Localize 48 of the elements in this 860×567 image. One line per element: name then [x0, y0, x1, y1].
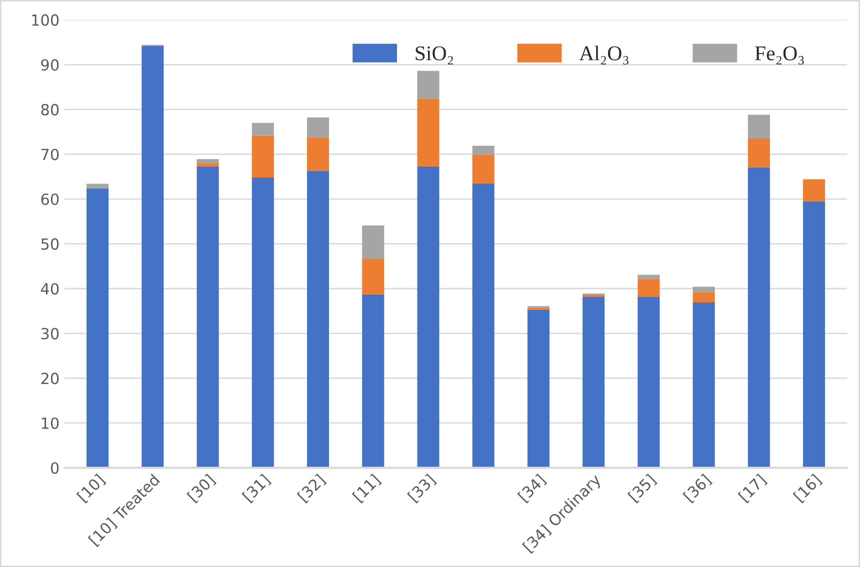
- bar: [582, 296, 605, 468]
- bar: [527, 310, 550, 468]
- bar: [803, 201, 826, 468]
- bar: [638, 278, 660, 297]
- y-tick-label: 80: [41, 104, 59, 116]
- y-tick-label: 30: [41, 328, 59, 340]
- bar: [748, 167, 770, 468]
- bar: [803, 179, 826, 202]
- bar: [362, 259, 384, 294]
- bar: [196, 159, 219, 164]
- bar: [362, 294, 384, 468]
- y-tick-label: 20: [41, 372, 59, 384]
- bar: [362, 225, 384, 260]
- bar: [692, 302, 715, 468]
- bar: [417, 98, 440, 166]
- y-tick-label: 100: [32, 14, 59, 26]
- y-tick-label: 50: [41, 238, 59, 250]
- bar: [86, 184, 109, 188]
- bar: [142, 46, 164, 468]
- bar: [748, 114, 770, 139]
- bar: [196, 163, 219, 166]
- y-tick-label: 0: [50, 462, 59, 474]
- bar: [417, 70, 440, 99]
- legend-label: Fe₂O₃: [755, 46, 804, 64]
- y-tick-label: 10: [42, 417, 59, 430]
- bar: [692, 286, 715, 292]
- bar: [306, 117, 330, 138]
- y-tick-label: 60: [41, 193, 59, 206]
- bar: [638, 296, 660, 468]
- y-tick-label: 70: [41, 148, 59, 160]
- bar: [86, 188, 109, 468]
- bar: [252, 136, 274, 178]
- y-tick-label: 90: [41, 59, 59, 71]
- bar: [306, 137, 330, 171]
- bar: [638, 274, 660, 279]
- bar: [252, 122, 274, 136]
- bar: [417, 166, 440, 468]
- bar: [472, 146, 494, 155]
- y-tick-label: 40: [40, 283, 59, 295]
- bar: [196, 166, 219, 468]
- bar: [748, 138, 770, 168]
- legend-label: Al₂O₃: [579, 46, 628, 64]
- legend-label: SiO₂: [416, 46, 453, 64]
- bar: [472, 183, 494, 468]
- bar: [306, 170, 330, 468]
- bar: [252, 178, 274, 468]
- bar: [472, 154, 494, 184]
- bar: [692, 292, 715, 302]
